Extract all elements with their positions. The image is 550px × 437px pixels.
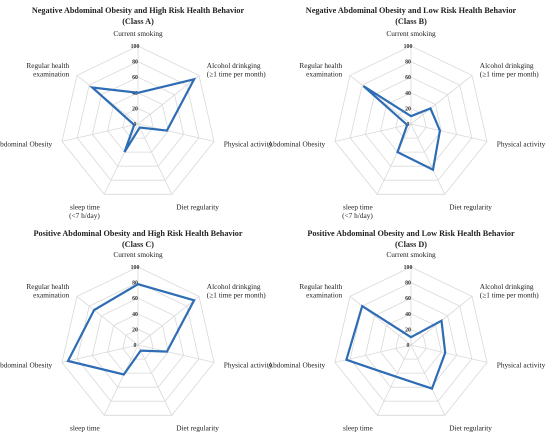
axis-label-c-1: Alcohol drinkging(≥1 time per month) (207, 282, 266, 300)
axis-label-a-5: Abdominal Obesity (0, 140, 53, 149)
axis-label-a-2: Physical activity (224, 140, 273, 149)
axis-label-line: sleep time (343, 423, 373, 432)
axis-label-line: Abdominal Obesity (268, 140, 326, 149)
axis-label-line: examination (33, 290, 69, 299)
axis-label-d-4: sleep time(<7 h/day) (342, 423, 373, 432)
data-series-c (68, 284, 194, 374)
data-series-a (92, 79, 194, 152)
tick-label-20-a: 20 (132, 106, 138, 112)
axis-label-c-3: Diet regularity (176, 423, 219, 432)
chart-subtitle-a: (Class A) (122, 17, 154, 26)
tick-label-20-b: 20 (405, 106, 411, 112)
axis-label-line: (<7 h/day) (69, 211, 100, 220)
tick-label-40-d: 40 (405, 312, 411, 318)
axis-label-line: Diet regularity (176, 423, 219, 432)
axis-label-line: Diet regularity (449, 202, 492, 211)
tick-label-80-d: 80 (405, 281, 411, 287)
axis-spoke-a-4 (104, 124, 138, 194)
axis-label-line: examination (33, 69, 69, 78)
axis-label-b-2: Physical activity (497, 140, 546, 149)
axis-label-line: Abdominal Obesity (268, 361, 326, 370)
axis-label-line: (≥1 time per month) (207, 290, 266, 299)
tick-label-60-a: 60 (132, 75, 138, 81)
axis-label-line: Physical activity (224, 140, 273, 149)
axis-label-line: Current smoking (386, 29, 436, 38)
axis-label-a-4: sleep time(<7 h/day) (69, 202, 100, 220)
axis-label-line: Abdominal Obesity (0, 361, 53, 370)
axis-label-line: examination (306, 290, 342, 299)
axis-label-line: Current smoking (386, 250, 436, 259)
tick-label-100-a: 100 (131, 44, 140, 50)
chart-subtitle-c: (Class C) (122, 240, 154, 249)
radar-panel-c: Positive Abdominal Obesity and High Risk… (0, 229, 273, 432)
tick-label-60-b: 60 (405, 75, 411, 81)
axis-label-line: (≥1 time per month) (207, 69, 266, 78)
chart-title-d: Positive Abdominal Obesity and Low Risk … (307, 229, 515, 238)
axis-label-a-0: Current smoking (113, 29, 163, 38)
axis-label-d-0: Current smoking (386, 250, 436, 259)
axis-label-c-0: Current smoking (113, 250, 163, 259)
radar-panel-d: Positive Abdominal Obesity and Low Risk … (268, 229, 546, 432)
radar-panel-b: Negative Abdominal Obesity and Low Risk … (268, 6, 546, 220)
axis-label-b-5: Abdominal Obesity (268, 140, 326, 149)
axis-label-d-3: Diet regularity (449, 423, 492, 432)
tick-label-0-c: 0 (134, 343, 137, 349)
axis-label-c-4: sleep time(<7 h/day) (69, 423, 100, 432)
tick-label-20-d: 20 (405, 327, 411, 333)
chart-subtitle-d: (Class D) (395, 240, 427, 249)
axis-spoke-d-3 (411, 345, 445, 415)
chart-subtitle-b: (Class B) (395, 17, 427, 26)
axis-label-d-5: Abdominal Obesity (268, 361, 326, 370)
tick-label-20-c: 20 (132, 327, 138, 333)
axis-label-line: (≥1 time per month) (480, 290, 539, 299)
chart-title-c: Positive Abdominal Obesity and High Risk… (33, 229, 242, 238)
tick-label-100-b: 100 (404, 44, 413, 50)
axis-spoke-c-3 (138, 345, 172, 415)
axis-label-c-2: Physical activity (224, 361, 273, 370)
axis-label-line: Physical activity (497, 361, 546, 370)
axis-label-line: Diet regularity (449, 423, 492, 432)
axis-label-line: Physical activity (224, 361, 273, 370)
chart-title-b: Negative Abdominal Obesity and Low Risk … (306, 6, 517, 15)
axis-label-line: examination (306, 69, 342, 78)
axis-spoke-a-3 (138, 124, 172, 194)
axis-label-b-0: Current smoking (386, 29, 436, 38)
axis-label-b-3: Diet regularity (449, 202, 492, 211)
axis-label-d-2: Physical activity (497, 361, 546, 370)
axis-label-line: (<7 h/day) (342, 211, 373, 220)
tick-label-60-c: 60 (132, 296, 138, 302)
axis-label-d-1: Alcohol drinkging(≥1 time per month) (480, 282, 539, 300)
axis-label-line: Diet regularity (176, 202, 219, 211)
axis-label-line: Abdominal Obesity (0, 140, 53, 149)
axis-label-b-4: sleep time(<7 h/day) (342, 202, 373, 220)
axis-label-line: Physical activity (497, 140, 546, 149)
radar-panel-a: Negative Abdominal Obesity and High Risk… (0, 6, 273, 220)
tick-label-80-b: 80 (405, 60, 411, 66)
tick-label-100-c: 100 (131, 265, 140, 271)
tick-label-60-d: 60 (405, 296, 411, 302)
chart-title-a: Negative Abdominal Obesity and High Risk… (32, 6, 245, 15)
axis-label-line: (≥1 time per month) (480, 69, 539, 78)
tick-label-0-d: 0 (407, 343, 410, 349)
axis-spoke-c-4 (104, 345, 138, 415)
axis-label-b-1: Alcohol drinkging(≥1 time per month) (480, 61, 539, 79)
axis-label-a-1: Alcohol drinkging(≥1 time per month) (207, 61, 266, 79)
tick-label-40-b: 40 (405, 91, 411, 97)
axis-label-line: Current smoking (113, 29, 163, 38)
axis-label-line: Current smoking (113, 250, 163, 259)
axis-label-line: sleep time (70, 423, 100, 432)
axis-spoke-b-4 (377, 124, 411, 194)
tick-label-100-d: 100 (404, 265, 413, 271)
axis-label-c-5: Abdominal Obesity (0, 361, 53, 370)
axis-label-a-3: Diet regularity (176, 202, 219, 211)
tick-label-40-c: 40 (132, 312, 138, 318)
tick-label-80-a: 80 (132, 60, 138, 66)
